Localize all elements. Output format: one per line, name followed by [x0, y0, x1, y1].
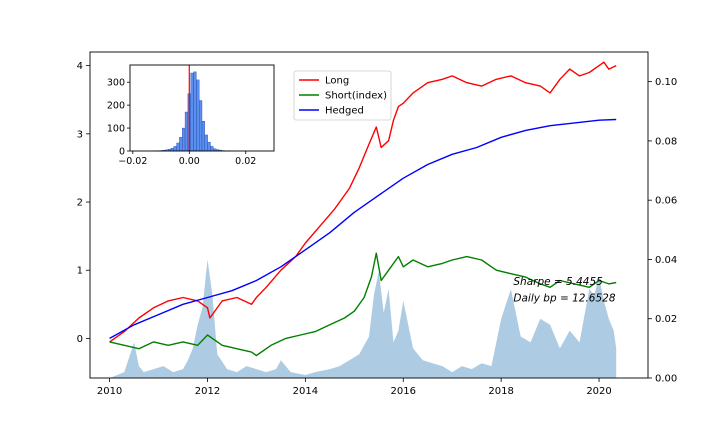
inset-bar [176, 142, 180, 152]
annotations: Sharpe = 5.4455 Daily bp = 12.6528 [513, 276, 615, 304]
inset-y-tick-label: 200 [107, 101, 125, 112]
y-right-tick-label: 0.04 [655, 255, 677, 266]
inset-bar [173, 146, 177, 152]
legend-box [293, 70, 392, 121]
inset-bar [201, 121, 205, 152]
y-right-tick-label: 0.10 [655, 77, 677, 88]
legend: Long Short(index) Hedged [293, 70, 392, 121]
inset-bar [210, 146, 214, 152]
x-tick-label: 2014 [293, 386, 318, 397]
inset-bar [199, 100, 203, 152]
inset-bar [193, 71, 197, 152]
inset-bar [184, 111, 189, 152]
x-tick-label: 2010 [97, 386, 122, 397]
x-tick-label: 2016 [391, 386, 416, 397]
inset-x-tick-label: 0.00 [179, 156, 200, 167]
inset-bar [207, 142, 211, 152]
x-tick-label: 2020 [586, 386, 611, 397]
series-line-hedged [109, 118, 617, 340]
y-right-tick-label: 0.02 [655, 314, 677, 325]
y-left-tick-label: 4 [77, 61, 83, 72]
y-right-tick-label: 0.06 [655, 196, 677, 207]
x-tick-label: 2012 [195, 386, 220, 397]
inset-bar [190, 72, 194, 152]
inset-x-tick-label: 0.02 [235, 156, 256, 167]
inset-bar [179, 137, 183, 152]
legend-label: Hedged [325, 106, 364, 117]
inset-bar [196, 79, 200, 152]
inset-frame [129, 64, 275, 152]
main-plot: 2010 2012 2014 2016 2018 2020 0 1 2 3 4 0.00 0.02 0.0… [77, 51, 677, 397]
y-left-tick-label: 3 [77, 129, 83, 140]
y-left-tick-label: 0 [77, 334, 83, 345]
inset-y-tick-label: 300 [107, 78, 125, 89]
y-right-tick-label: 0.00 [655, 374, 677, 385]
y-right-tick-label: 0.08 [655, 136, 677, 147]
inset-bar [204, 134, 208, 152]
inset-y-tick-label: 100 [107, 124, 125, 135]
daily-bp-annotation: Daily bp = 12.6528 [513, 293, 615, 305]
sharpe-annotation: Sharpe = 5.4455 [513, 276, 603, 288]
inset-histogram: −0.02 0.00 0.02 0 100 200 300 [107, 64, 275, 167]
area-series-3 [109, 259, 617, 378]
x-tick-label: 2018 [488, 386, 513, 397]
inset-bar [182, 127, 186, 152]
inset-y-tick-label: 0 [119, 147, 125, 158]
series-line-long [109, 61, 617, 343]
legend-label: Long [325, 76, 349, 87]
y-left-tick-label: 2 [77, 198, 83, 209]
series-line-short-index- [109, 252, 617, 357]
legend-label: Short(index) [325, 91, 387, 102]
y-left-tick-label: 1 [77, 266, 83, 277]
plot-frame [89, 51, 649, 379]
inset-x-tick-label: −0.02 [118, 156, 147, 167]
